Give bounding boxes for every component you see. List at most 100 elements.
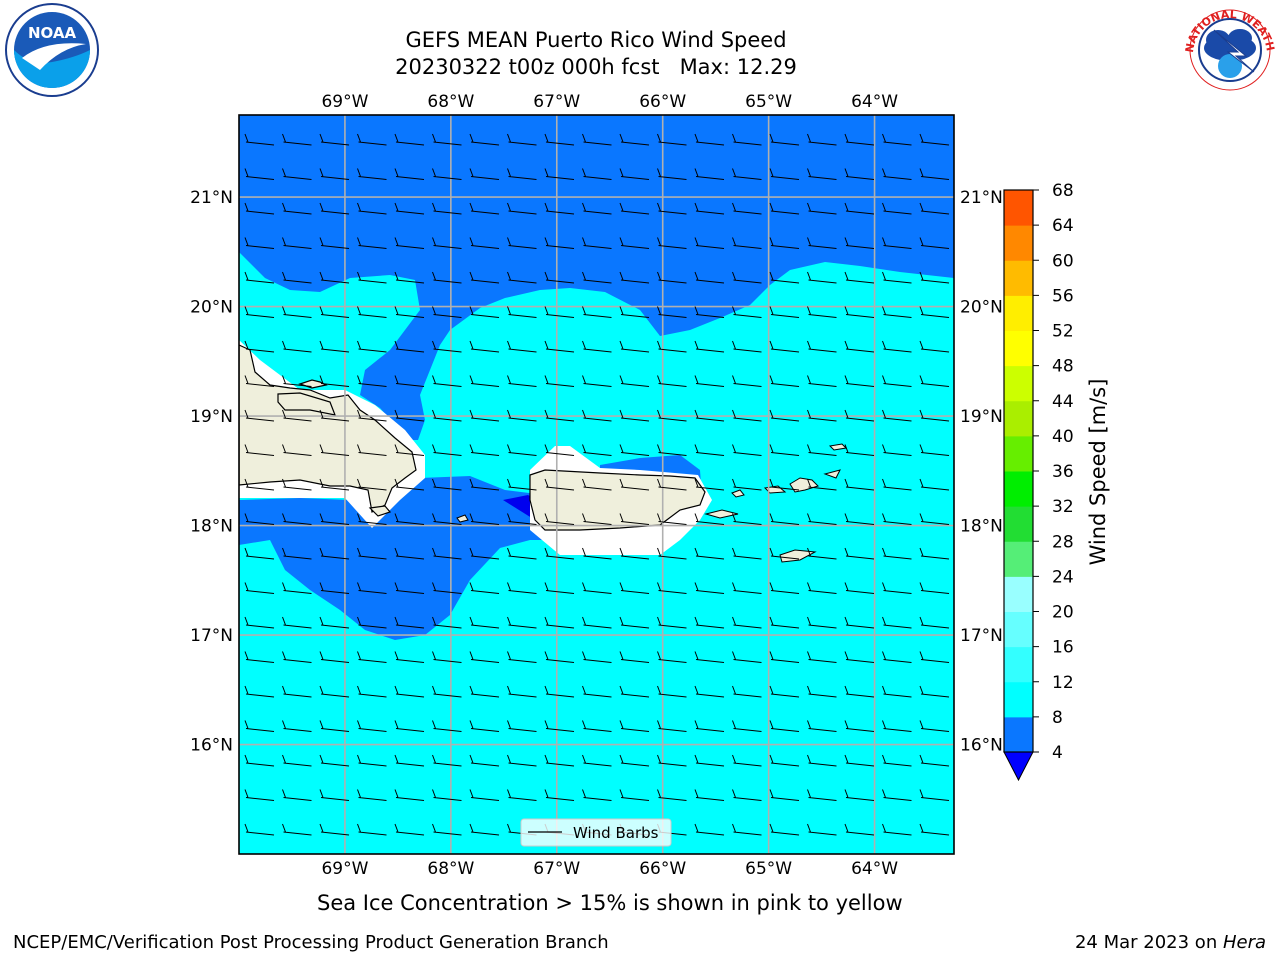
- wind-barb: [807, 754, 837, 767]
- wind-barb: [357, 547, 387, 560]
- colorbar-tick-label: 60: [1052, 251, 1074, 271]
- wind-barb: [432, 409, 462, 422]
- wind-barb: [807, 478, 837, 491]
- wind-barb: [469, 340, 500, 353]
- colorbar-tick-label: 24: [1052, 567, 1074, 587]
- wind-barb: [319, 271, 350, 284]
- wind-barb: [619, 754, 650, 767]
- wind-barb: [357, 237, 387, 249]
- colorbar-tick-label: 48: [1052, 357, 1074, 377]
- wind-barb: [807, 306, 837, 318]
- colorbar-segment: [1004, 611, 1033, 648]
- wind-barb: [882, 375, 912, 387]
- wind-barb: [844, 409, 875, 422]
- wind-barb: [507, 720, 537, 732]
- top-lon-label: 69°W: [321, 92, 368, 112]
- wind-barb: [882, 168, 912, 180]
- wind-barb: [582, 271, 612, 284]
- wind-barb: [769, 306, 800, 318]
- wind-barb: [394, 237, 425, 249]
- left-lat-label: 17°N: [190, 626, 233, 646]
- bottom-lon-label: 68°W: [427, 859, 474, 879]
- wind-barb: [394, 651, 425, 663]
- wind-barb: [432, 444, 462, 456]
- wind-barb: [732, 582, 762, 594]
- wind-barb: [769, 409, 800, 422]
- wind-barb: [432, 513, 462, 525]
- colorbar-under-arrow: [1003, 751, 1034, 782]
- wind-barb: [469, 133, 500, 146]
- wind-barb: [657, 513, 687, 525]
- wind-barb: [244, 444, 275, 456]
- wind-barb: [694, 237, 725, 249]
- wind-barbs: [244, 133, 950, 836]
- colorbar-segment: [1004, 646, 1033, 683]
- wind-barb: [732, 340, 762, 353]
- wind-barb: [244, 616, 275, 629]
- wind-barb: [882, 582, 912, 594]
- wind-barb: [469, 306, 500, 318]
- wind-barb: [282, 513, 312, 525]
- wind-barb: [732, 133, 762, 146]
- wind-barb: [807, 340, 837, 353]
- wind-barb: [582, 478, 612, 491]
- wind-barb: [244, 409, 275, 422]
- wind-barb: [694, 582, 725, 594]
- wind-barb: [282, 685, 312, 698]
- wind-barb: [732, 202, 762, 215]
- wind-barb: [432, 340, 462, 353]
- wind-barb: [694, 375, 725, 387]
- wind-barb: [769, 582, 800, 594]
- wind-barb: [807, 685, 837, 698]
- wind-barb: [844, 754, 875, 767]
- wind-barb: [319, 823, 350, 836]
- wind-barb: [544, 168, 575, 180]
- wind-barb: [619, 202, 650, 215]
- wind-barb: [694, 306, 725, 318]
- colorbar-tick-label: 56: [1052, 286, 1074, 306]
- wind-barb: [432, 789, 462, 801]
- right-lat-label: 20°N: [960, 298, 1003, 318]
- colorbar-tick-label: 16: [1052, 638, 1074, 658]
- colorbar-tick-label: 32: [1052, 497, 1074, 517]
- wind-barb: [582, 340, 612, 353]
- wind-barb: [394, 478, 425, 491]
- wind-barb: [807, 271, 837, 284]
- wind-barb: [432, 582, 462, 594]
- wind-barb: [882, 754, 912, 767]
- wind-barb: [469, 202, 500, 215]
- wind-barb: [582, 409, 612, 422]
- wind-barb: [657, 651, 687, 663]
- wind-barb: [357, 478, 387, 491]
- colorbar-tick-label: 28: [1052, 532, 1074, 552]
- wind-barb: [432, 478, 462, 491]
- wind-barb: [282, 202, 312, 215]
- land-virgin-islands: [704, 509, 739, 519]
- wind-barb: [357, 202, 387, 215]
- right-lat-label: 16°N: [960, 736, 1003, 756]
- wind-barb: [807, 789, 837, 801]
- wind-barb: [357, 651, 387, 663]
- wind-barb: [507, 340, 537, 353]
- wind-barb: [432, 306, 462, 318]
- wind-barb: [394, 271, 425, 284]
- wind-barb: [769, 133, 800, 146]
- left-lat-label: 18°N: [190, 517, 233, 537]
- wind-barb: [244, 513, 275, 525]
- wind-barb: [882, 720, 912, 732]
- wind-barb: [882, 616, 912, 629]
- colorbar-tick-label: 36: [1052, 462, 1074, 482]
- wind-barb: [319, 789, 350, 801]
- wind-barb: [394, 754, 425, 767]
- wind-barb: [844, 547, 875, 560]
- wind-barb: [919, 478, 950, 491]
- colorbar-segment: [1004, 541, 1033, 577]
- wind-barb: [844, 616, 875, 629]
- wind-barb: [769, 478, 800, 491]
- wind-barb: [394, 616, 425, 629]
- wind-barb: [919, 168, 950, 180]
- wind-barb: [357, 409, 387, 422]
- wind-barb: [582, 375, 612, 387]
- wind-barb: [582, 547, 612, 560]
- wind-barb: [582, 616, 612, 629]
